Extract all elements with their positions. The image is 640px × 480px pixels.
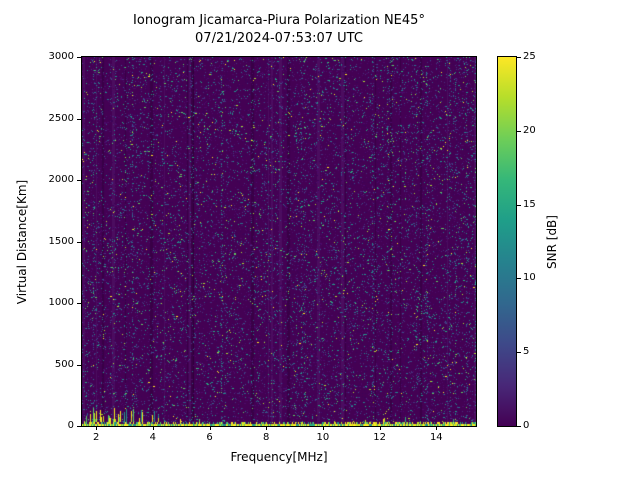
y-tick-mark (77, 118, 81, 120)
x-tick-label: 2 (92, 432, 100, 443)
y-tick-label: 1500 (48, 235, 74, 247)
chart-subtitle: 07/21/2024-07:53:07 UTC (195, 31, 363, 46)
x-tick-mark (209, 426, 211, 430)
colorbar-tick-mark (517, 426, 521, 427)
colorbar-tick-label: 20 (523, 124, 536, 136)
y-tick-mark (77, 303, 81, 304)
colorbar-tick-mark (517, 352, 521, 354)
colorbar-tick-mark (517, 130, 521, 132)
colorbar-tick-label: 5 (523, 346, 530, 358)
y-tick-mark (77, 180, 81, 181)
colorbar-tick-label: 15 (523, 198, 536, 210)
y-tick-label: 2000 (48, 174, 74, 185)
x-tick-label: 12 (373, 432, 386, 443)
x-tick-mark (152, 426, 154, 430)
y-tick-mark (77, 241, 81, 243)
y-tick-mark (77, 426, 81, 427)
y-tick-label: 3000 (48, 51, 74, 62)
x-tick-mark (379, 426, 381, 430)
colorbar-tick-label: 10 (523, 272, 536, 284)
x-tick-mark (96, 426, 98, 430)
y-tick-mark (77, 57, 81, 58)
y-tick-label: 2500 (48, 112, 74, 124)
x-tick-label: 4 (149, 432, 157, 443)
heatmap-canvas (82, 57, 476, 426)
x-tick-mark (266, 426, 268, 430)
y-tick-mark (77, 364, 81, 366)
x-tick-mark (436, 426, 438, 430)
chart-title: Ionogram Jicamarca-Piura Polarization NE… (133, 13, 425, 28)
x-tick-label: 10 (316, 432, 330, 443)
y-tick-label: 1000 (48, 297, 74, 308)
colorbar (497, 56, 517, 427)
x-tick-label: 8 (263, 432, 270, 443)
x-tick-label: 14 (429, 432, 443, 443)
plot-area (81, 56, 477, 427)
x-tick-label: 6 (206, 432, 213, 443)
colorbar-tick-mark (517, 204, 521, 206)
colorbar-tick-mark (517, 278, 521, 280)
colorbar-tick-label: 25 (523, 51, 536, 62)
colorbar-tick-mark (517, 57, 521, 58)
x-tick-mark (322, 426, 324, 430)
y-tick-label: 0 (67, 420, 74, 431)
y-tick-label: 500 (54, 358, 74, 370)
colorbar-label: SNR [dB] (545, 215, 559, 269)
x-axis-label: Frequency[MHz] (230, 450, 328, 464)
colorbar-tick-label: 0 (523, 420, 530, 431)
